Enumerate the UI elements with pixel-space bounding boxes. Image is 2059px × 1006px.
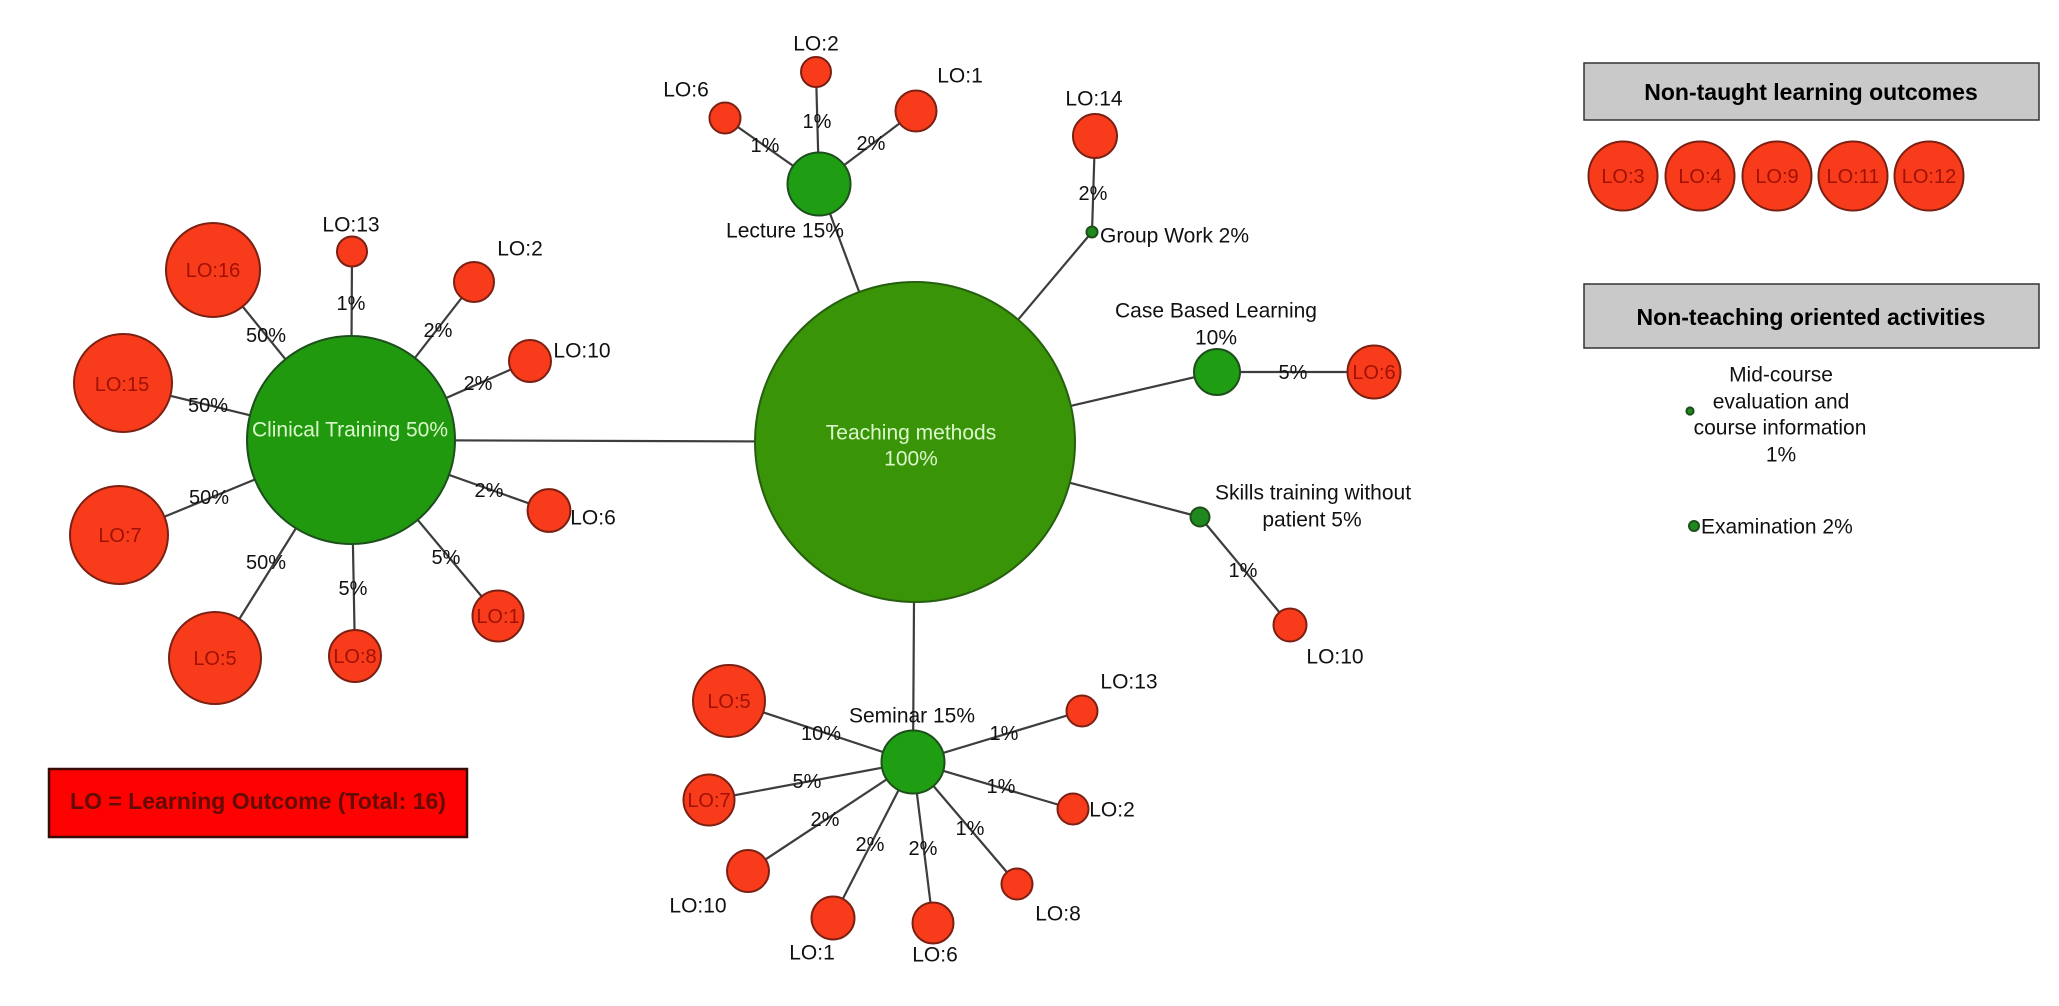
- svg-text:Teaching methods: Teaching methods: [826, 422, 996, 445]
- svg-text:Case Based Learning: Case Based Learning: [1115, 300, 1317, 323]
- svg-text:Skills training without: Skills training without: [1215, 482, 1411, 505]
- svg-text:Clinical Training 50%: Clinical Training 50%: [252, 419, 448, 442]
- svg-text:2%: 2%: [475, 480, 504, 502]
- svg-text:LO:15: LO:15: [95, 374, 149, 396]
- svg-text:1%: 1%: [803, 111, 832, 133]
- svg-text:LO:10: LO:10: [1306, 646, 1363, 669]
- svg-text:LO:5: LO:5: [707, 691, 750, 713]
- svg-text:10%: 10%: [801, 723, 841, 745]
- svg-text:2%: 2%: [811, 809, 840, 831]
- svg-text:LO:16: LO:16: [186, 260, 240, 282]
- svg-text:LO:1: LO:1: [476, 606, 519, 628]
- svg-text:LO:3: LO:3: [1601, 166, 1644, 188]
- svg-text:LO:10: LO:10: [553, 340, 610, 363]
- svg-text:Lecture 15%: Lecture 15%: [726, 220, 844, 243]
- svg-text:evaluation and: evaluation and: [1713, 391, 1850, 414]
- svg-text:2%: 2%: [464, 373, 493, 395]
- svg-text:2%: 2%: [1079, 183, 1108, 205]
- svg-text:patient 5%: patient 5%: [1262, 509, 1361, 532]
- svg-text:10%: 10%: [1195, 327, 1237, 350]
- svg-text:Group Work 2%: Group Work 2%: [1100, 225, 1249, 248]
- svg-text:LO:1: LO:1: [937, 65, 983, 88]
- svg-text:Non-teaching oriented activiti: Non-teaching oriented activities: [1637, 304, 1986, 330]
- svg-text:LO:13: LO:13: [322, 214, 379, 237]
- svg-text:Examination 2%: Examination 2%: [1701, 516, 1853, 539]
- svg-text:LO:7: LO:7: [687, 790, 730, 812]
- svg-text:LO:6: LO:6: [912, 944, 958, 967]
- svg-text:50%: 50%: [246, 325, 286, 347]
- svg-text:2%: 2%: [856, 834, 885, 856]
- svg-text:LO:8: LO:8: [333, 646, 376, 668]
- svg-text:Mid-course: Mid-course: [1729, 364, 1833, 387]
- svg-text:2%: 2%: [857, 133, 886, 155]
- svg-text:LO:2: LO:2: [497, 238, 543, 261]
- svg-text:course information: course information: [1694, 417, 1867, 440]
- svg-text:LO:6: LO:6: [663, 79, 709, 102]
- svg-text:100%: 100%: [884, 448, 938, 471]
- svg-text:1%: 1%: [1766, 444, 1796, 467]
- svg-text:LO:6: LO:6: [570, 507, 616, 530]
- svg-text:LO:8: LO:8: [1035, 903, 1081, 926]
- svg-text:5%: 5%: [793, 771, 822, 793]
- svg-text:50%: 50%: [188, 395, 228, 417]
- svg-text:LO:5: LO:5: [193, 648, 236, 670]
- svg-text:1%: 1%: [337, 293, 366, 315]
- svg-text:5%: 5%: [432, 547, 461, 569]
- svg-text:1%: 1%: [987, 776, 1016, 798]
- svg-text:1%: 1%: [956, 818, 985, 840]
- svg-text:LO:6: LO:6: [1352, 362, 1395, 384]
- svg-text:LO:9: LO:9: [1755, 166, 1798, 188]
- svg-text:LO:7: LO:7: [98, 525, 141, 547]
- svg-text:50%: 50%: [246, 552, 286, 574]
- svg-text:LO:13: LO:13: [1100, 671, 1157, 694]
- svg-text:1%: 1%: [990, 723, 1019, 745]
- svg-text:1%: 1%: [1229, 560, 1258, 582]
- svg-text:LO:11: LO:11: [1827, 166, 1880, 188]
- svg-text:LO = Learning Outcome (Total:: LO = Learning Outcome (Total: 16): [70, 788, 446, 814]
- svg-text:LO:12: LO:12: [1902, 166, 1956, 188]
- svg-text:2%: 2%: [909, 838, 938, 860]
- svg-text:LO:10: LO:10: [669, 895, 726, 918]
- svg-text:1%: 1%: [751, 135, 780, 157]
- svg-text:LO:1: LO:1: [789, 942, 835, 965]
- svg-text:LO:14: LO:14: [1065, 88, 1123, 111]
- svg-text:LO:2: LO:2: [793, 33, 839, 56]
- svg-text:2%: 2%: [424, 320, 453, 342]
- svg-text:5%: 5%: [339, 578, 368, 600]
- svg-text:Seminar 15%: Seminar 15%: [849, 705, 975, 728]
- svg-text:LO:2: LO:2: [1089, 799, 1135, 822]
- svg-text:Non-taught learning outcomes: Non-taught learning outcomes: [1644, 79, 1978, 105]
- svg-text:5%: 5%: [1279, 362, 1308, 384]
- svg-text:50%: 50%: [189, 487, 229, 509]
- svg-text:LO:4: LO:4: [1678, 166, 1721, 188]
